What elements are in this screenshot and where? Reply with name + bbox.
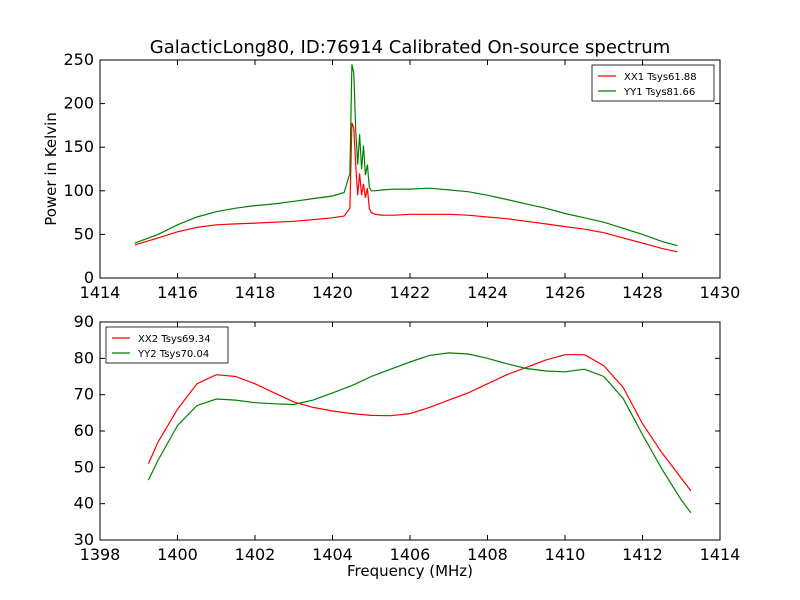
legend-label: YY2 Tsys70.04: [137, 349, 209, 360]
y-tick-label: 90: [74, 312, 94, 331]
y-tick-label: 40: [74, 494, 94, 513]
top-y-axis-label: Power in Kelvin: [42, 112, 60, 226]
legend-label: YY1 Tsys81.66: [623, 87, 695, 98]
series-line-yy1: [134, 64, 678, 247]
x-tick-label: 1426: [545, 283, 586, 302]
x-tick-label: 1418: [235, 283, 276, 302]
x-tick-label: 1414: [80, 283, 121, 302]
y-tick-label: 50: [74, 457, 94, 476]
x-tick-label: 1408: [467, 545, 508, 564]
legend-box: [591, 64, 715, 102]
x-tick-label: 1412: [622, 545, 663, 564]
y-tick-label: 70: [74, 385, 94, 404]
y-tick-label: 50: [74, 224, 94, 243]
x-tick-label: 1404: [312, 545, 353, 564]
x-tick-label: 1410: [545, 545, 586, 564]
y-tick-label: 60: [74, 421, 94, 440]
x-tick-label: 1398: [80, 545, 121, 564]
y-tick-label: 250: [63, 50, 94, 69]
series-line-yy2: [147, 352, 692, 514]
y-tick-label: 150: [63, 137, 94, 156]
bottom-x-axis-label: Frequency (MHz): [347, 562, 473, 580]
y-tick-label: 200: [63, 94, 94, 113]
y-tick-label: 100: [63, 181, 94, 200]
bottom-plot: 1398 1400 1402 1404 1406 1408 1410 1412 1414 30 40…: [74, 312, 741, 564]
chart-title: GalacticLong80, ID:76914 Calibrated On-s…: [150, 37, 670, 58]
y-tick-label: 0: [84, 268, 94, 287]
legend-label: XX2 Tsys69.34: [138, 334, 211, 345]
top-plot: 1414 1416 1418 1420 1422 1424 1426 1428 1430 0 50 1…: [63, 50, 740, 302]
x-tick-label: 1428: [622, 283, 663, 302]
x-tick-label: 1422: [390, 283, 431, 302]
x-tick-label: 1402: [235, 545, 276, 564]
x-tick-label: 1400: [157, 545, 198, 564]
y-tick-label: 30: [74, 530, 94, 549]
legend-label: XX1 Tsys61.88: [624, 72, 697, 83]
x-tick-label: 1430: [700, 283, 741, 302]
legend-box: [105, 326, 229, 364]
series-line-xx1: [134, 122, 678, 253]
x-tick-label: 1406: [390, 545, 431, 564]
x-tick-label: 1416: [157, 283, 198, 302]
x-tick-label: 1414: [700, 545, 741, 564]
y-tick-label: 80: [74, 348, 94, 367]
x-tick-label: 1424: [467, 283, 508, 302]
x-tick-label: 1420: [312, 283, 353, 302]
series-line-xx2: [147, 354, 692, 492]
